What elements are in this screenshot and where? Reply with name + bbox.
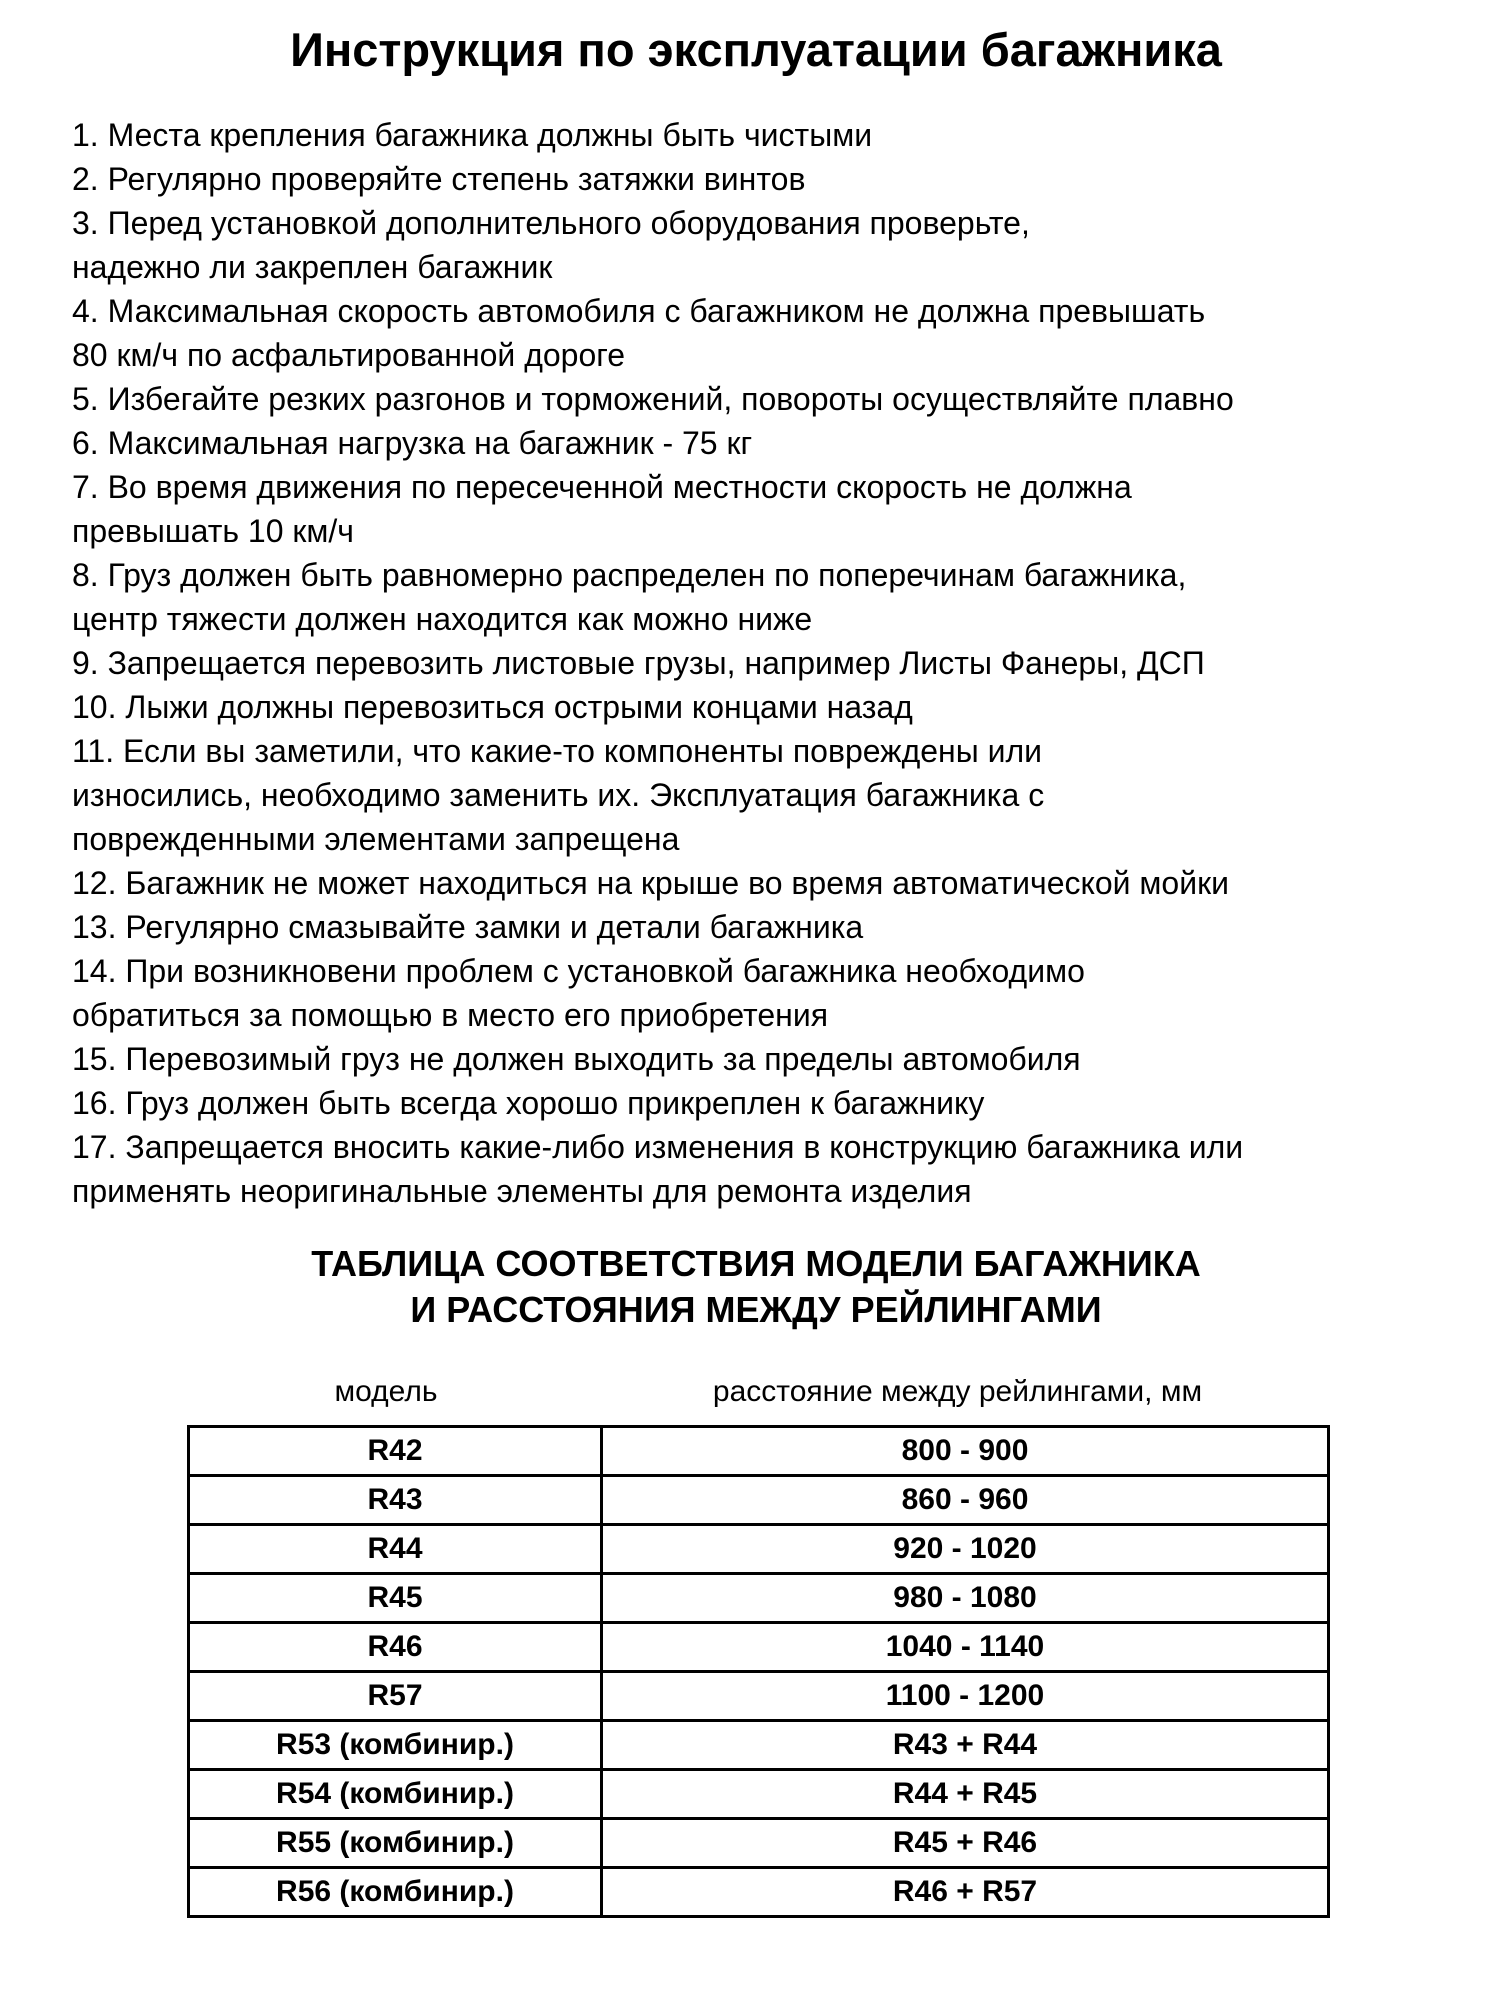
instruction-item: 3. Перед установкой дополнительного обор…: [72, 205, 1030, 285]
instruction-item: 15. Перевозимый груз не должен выходить …: [72, 1041, 1081, 1077]
instruction-item: 6. Максимальная нагрузка на багажник - 7…: [72, 425, 753, 461]
cell-distance: R43 + R44: [600, 1719, 1330, 1771]
cell-distance: 1100 - 1200: [600, 1670, 1330, 1722]
instruction-item: 17. Запрещается вносить какие-либо измен…: [72, 1129, 1244, 1209]
cell-model: R57: [187, 1670, 603, 1722]
table-column-headers: модель расстояние между рейлингами, мм: [187, 1375, 1330, 1409]
instruction-item: 14. При возникновени проблем с установко…: [72, 953, 1085, 1033]
cell-model: R53 (комбинир.): [187, 1719, 603, 1771]
instruction-list: 1. Места крепления багажника должны быть…: [72, 113, 1472, 1213]
cell-model: R46: [187, 1621, 603, 1673]
instruction-item: 9. Запрещается перевозить листовые грузы…: [72, 645, 1205, 681]
cell-distance: R44 + R45: [600, 1768, 1330, 1820]
table-row: R46 1040 - 1140: [187, 1621, 1330, 1673]
instruction-item: 16. Груз должен быть всегда хорошо прикр…: [72, 1085, 985, 1121]
cell-distance: R45 + R46: [600, 1817, 1330, 1869]
cell-model: R56 (комбинир.): [187, 1866, 603, 1918]
column-header-distance: расстояние между рейлингами, мм: [712, 1375, 1203, 1408]
cell-model: R43: [187, 1474, 603, 1526]
table-row: R45 980 - 1080: [187, 1572, 1330, 1624]
instruction-item: 5. Избегайте резких разгонов и торможени…: [72, 381, 1234, 417]
cell-model: R44: [187, 1523, 603, 1575]
cell-distance: 980 - 1080: [600, 1572, 1330, 1624]
table-row: R56 (комбинир.) R46 + R57: [187, 1866, 1330, 1918]
cell-distance: R46 + R57: [600, 1866, 1330, 1918]
instruction-item: 10. Лыжи должны перевозиться острыми кон…: [72, 689, 913, 725]
table-row: R57 1100 - 1200: [187, 1670, 1330, 1722]
table-row: R55 (комбинир.) R45 + R46: [187, 1817, 1330, 1869]
page-title: Инструкция по эксплуатации багажника: [290, 23, 1222, 76]
cell-model: R54 (комбинир.): [187, 1768, 603, 1820]
table-row: R42 800 - 900: [187, 1425, 1330, 1477]
table-row: R43 860 - 960: [187, 1474, 1330, 1526]
cell-distance: 860 - 960: [600, 1474, 1330, 1526]
instruction-item: 13. Регулярно смазывайте замки и детали …: [72, 909, 864, 945]
cell-model: R45: [187, 1572, 603, 1624]
instruction-item: 1. Места крепления багажника должны быть…: [72, 117, 873, 153]
cell-distance: 920 - 1020: [600, 1523, 1330, 1575]
column-header-model: модель: [334, 1375, 438, 1408]
table-row: R53 (комбинир.) R43 + R44: [187, 1719, 1330, 1771]
cell-model: R55 (комбинир.): [187, 1817, 603, 1869]
instruction-item: 8. Груз должен быть равномерно распредел…: [72, 557, 1187, 637]
compatibility-table: R42 800 - 900 R43 860 - 960 R44 920 - 1020 R45…: [187, 1425, 1330, 1918]
instruction-item: 11. Если вы заметили, что какие-то компо…: [72, 733, 1045, 857]
cell-distance: 800 - 900: [600, 1425, 1330, 1477]
table-section-title: ТАБЛИЦА СООТВЕТСТВИЯ МОДЕЛИ БАГАЖНИКА И …: [311, 1243, 1201, 1330]
instruction-item: 7. Во время движения по пересеченной мес…: [72, 469, 1132, 549]
table-row: R54 (комбинир.) R44 + R45: [187, 1768, 1330, 1820]
instruction-item: 2. Регулярно проверяйте степень затяжки …: [72, 161, 806, 197]
cell-distance: 1040 - 1140: [600, 1621, 1330, 1673]
instruction-item: 12. Багажник не может находиться на крыш…: [72, 865, 1229, 901]
instruction-item: 4. Максимальная скорость автомобиля с ба…: [72, 293, 1206, 373]
cell-model: R42: [187, 1425, 603, 1477]
table-row: R44 920 - 1020: [187, 1523, 1330, 1575]
